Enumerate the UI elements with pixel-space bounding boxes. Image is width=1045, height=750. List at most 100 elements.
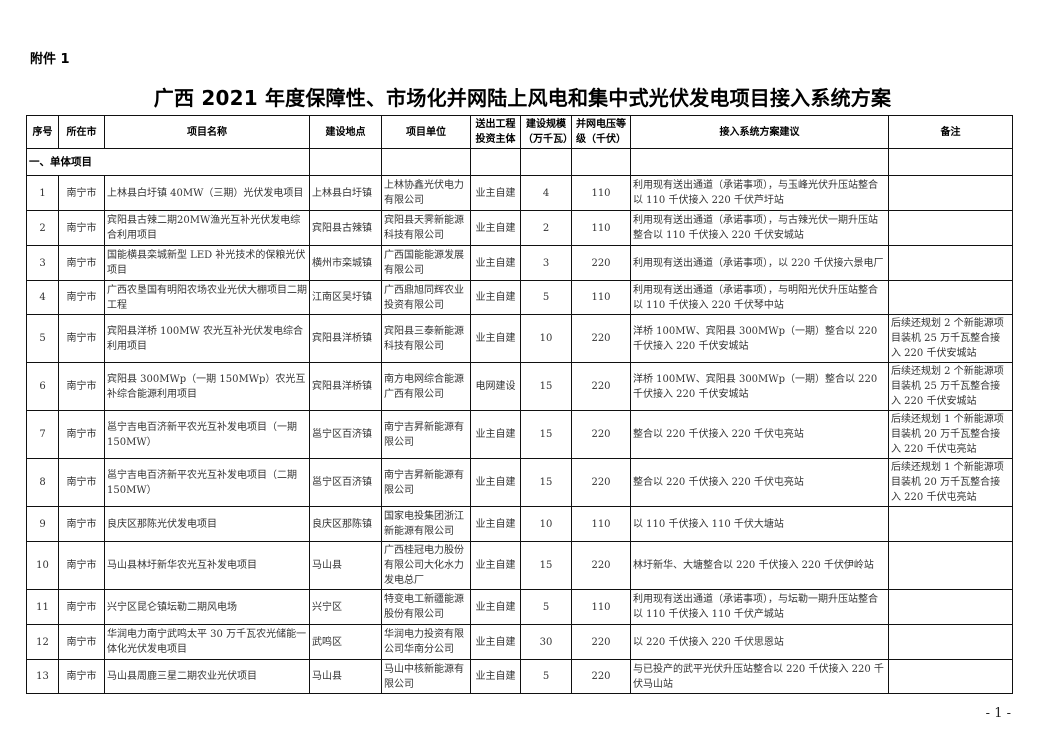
- cell-voltage: 220: [571, 659, 631, 694]
- table-row: 1 南宁市 上林县白圩镇 40MW（三期）光伏发电项目 上林县白圩镇 上林协鑫光伏电力有…: [26, 175, 1013, 211]
- cell-voltage: 220: [571, 362, 631, 411]
- cell-investor: 业主自建: [470, 589, 521, 625]
- cell-city: 南宁市: [58, 458, 105, 507]
- cell-name: 马山县林圩新华农光互补发电项目: [104, 541, 310, 590]
- cell-site: 邕宁区百济镇: [309, 410, 382, 459]
- cell-name: 马山县周鹿三星二期农业光伏项目: [104, 659, 310, 694]
- cell-investor: 业主自建: [470, 175, 521, 211]
- cell-scheme: 利用现有送出通道（承诺事项），与古辣光伏一期升压站整合以 110 千伏接入 22…: [630, 210, 889, 246]
- cell-voltage: 220: [571, 624, 631, 660]
- cell-name: 华润电力南宁武鸣太平 30 万千瓦农光储能一体化光伏发电项目: [104, 624, 310, 660]
- table-row: 2 南宁市 宾阳县古辣二期20MW渔光互补光伏发电综合利用项目 宾阳县古辣镇 宾阳县天霁…: [26, 210, 1013, 246]
- cell-unit: 广西国能能源发展有限公司: [381, 245, 471, 281]
- cell-unit: 南宁吉昇新能源有限公司: [381, 410, 471, 459]
- cell-note: 后续还规划 2 个新能源项目装机 25 万千瓦整合接入 220 千伏安城站: [888, 314, 1013, 363]
- cell-unit: 南宁吉昇新能源有限公司: [381, 458, 471, 507]
- cell-investor: 业主自建: [470, 624, 521, 660]
- cell-scale: 15: [520, 458, 572, 507]
- cell-unit: 宾阳县三泰新能源科技有限公司: [381, 314, 471, 363]
- cell-note: [888, 541, 1013, 590]
- cell-no: 4: [26, 280, 59, 315]
- cell-name: 兴宁区昆仑镇坛勒二期风电场: [104, 589, 310, 625]
- header-col-city: 所在市: [58, 115, 105, 149]
- cell-scale: 10: [520, 506, 572, 542]
- cell-scale: 30: [520, 624, 572, 660]
- cell-investor: 电网建设: [470, 362, 521, 411]
- cell-city: 南宁市: [58, 210, 105, 246]
- table-row: 5 南宁市 宾阳县洋桥 100MW 农光互补光伏发电综合利用项目 宾阳县洋桥镇 宾阳县三…: [26, 314, 1013, 363]
- cell-voltage: 220: [571, 458, 631, 507]
- cell-no: 7: [26, 410, 59, 459]
- cell-scheme: 整合以 220 千伏接入 220 千伏屯亮站: [630, 410, 889, 459]
- table-row: 3 南宁市 国能横县栾城新型 LED 补光技术的保粮光伏项目 横州市栾城镇 广西国能能源…: [26, 245, 1013, 281]
- cell-scheme: 洋桥 100MW、宾阳县 300MWp（一期）整合以 220 千伏接入 220 …: [630, 314, 889, 363]
- cell-voltage: 110: [571, 210, 631, 246]
- cell-scheme: 与已投产的武平光伏升压站整合以 220 千伏接入 220 千伏马山站: [630, 659, 889, 694]
- cell-voltage: 110: [571, 280, 631, 315]
- cell-note: [888, 280, 1013, 315]
- table-row: 11 南宁市 兴宁区昆仑镇坛勒二期风电场 兴宁区 特变电工新疆能源股份有限公司 业主自建 5…: [26, 589, 1013, 625]
- cell-unit: 华润电力投资有限公司华南分公司: [381, 624, 471, 660]
- cell-unit: 宾阳县天霁新能源科技有限公司: [381, 210, 471, 246]
- cell-no: 2: [26, 210, 59, 246]
- cell-city: 南宁市: [58, 589, 105, 625]
- cell-scale: 5: [520, 659, 572, 694]
- cell-name: 宾阳县 300MWp（一期 150MWp）农光互补综合能源利用项目: [104, 362, 310, 411]
- cell-site: 良庆区那陈镇: [309, 506, 382, 542]
- projects-table: 序号 所在市 项目名称 建设地点 项目单位 送出工程投资主体 建设规模（万千瓦） 并网电压等级…: [26, 115, 1013, 694]
- cell-investor: 业主自建: [470, 458, 521, 507]
- cell-city: 南宁市: [58, 362, 105, 411]
- cell-note: 后续还规划 2 个新能源项目装机 25 万千瓦整合接入 220 千伏安城站: [888, 362, 1013, 411]
- cell-name: 上林县白圩镇 40MW（三期）光伏发电项目: [104, 175, 310, 211]
- cell-voltage: 220: [571, 410, 631, 459]
- cell-scale: 10: [520, 314, 572, 363]
- cell-note: [888, 506, 1013, 542]
- cell-investor: 业主自建: [470, 280, 521, 315]
- cell-scale: 2: [520, 210, 572, 246]
- cell-no: 1: [26, 175, 59, 211]
- cell-city: 南宁市: [58, 280, 105, 315]
- table-row: 4 南宁市 广西农垦国有明阳农场农业光伏大棚项目二期工程 江南区吴圩镇 广西鼎旭同辉农业…: [26, 280, 1013, 315]
- cell-no: 8: [26, 458, 59, 507]
- cell-scale: 15: [520, 362, 572, 411]
- cell-no: 13: [26, 659, 59, 694]
- table-row: 6 南宁市 宾阳县 300MWp（一期 150MWp）农光互补综合能源利用项目 宾阳县…: [26, 362, 1013, 411]
- attachment-label: 附件 1: [30, 52, 70, 67]
- table-row: 7 南宁市 邕宁吉电百济新平农光互补发电项目（一期 150MW） 邕宁区百济镇 南宁吉昇…: [26, 410, 1013, 459]
- cell-site: 上林县白圩镇: [309, 175, 382, 211]
- cell-unit: 南方电网综合能源广西有限公司: [381, 362, 471, 411]
- cell-scheme: 以 220 千伏接入 220 千伏思恩站: [630, 624, 889, 660]
- cell-scheme: 以 110 千伏接入 110 千伏大塘站: [630, 506, 889, 542]
- cell-scale: 5: [520, 280, 572, 315]
- cell-name: 宾阳县洋桥 100MW 农光互补光伏发电综合利用项目: [104, 314, 310, 363]
- cell-name: 宾阳县古辣二期20MW渔光互补光伏发电综合利用项目: [104, 210, 310, 246]
- cell-investor: 业主自建: [470, 659, 521, 694]
- header-col-unit: 项目单位: [381, 115, 471, 149]
- header-col-name: 项目名称: [104, 115, 310, 149]
- cell-unit: 广西桂冠电力股份有限公司大化水力发电总厂: [381, 541, 471, 590]
- cell-voltage: 110: [571, 506, 631, 542]
- cell-site: 兴宁区: [309, 589, 382, 625]
- cell-unit: 上林协鑫光伏电力有限公司: [381, 175, 471, 211]
- cell-no: 10: [26, 541, 59, 590]
- cell-city: 南宁市: [58, 659, 105, 694]
- table-row: 10 南宁市 马山县林圩新华农光互补发电项目 马山县 广西桂冠电力股份有限公司大化水力发…: [26, 541, 1013, 590]
- cell-site: 横州市栾城镇: [309, 245, 382, 281]
- cell-name: 邕宁吉电百济新平农光互补发电项目（二期 150MW）: [104, 458, 310, 507]
- table-row: 9 南宁市 良庆区那陈光伏发电项目 良庆区那陈镇 国家电投集团浙江新能源有限公司 业主自建…: [26, 506, 1013, 542]
- cell-note: [888, 624, 1013, 660]
- cell-no: 11: [26, 589, 59, 625]
- cell-investor: 业主自建: [470, 245, 521, 281]
- header-col-scale: 建设规模（万千瓦）: [520, 115, 572, 149]
- cell-site: 宾阳县古辣镇: [309, 210, 382, 246]
- cell-unit: 马山中核新能源有限公司: [381, 659, 471, 694]
- cell-voltage: 110: [571, 175, 631, 211]
- cell-investor: 业主自建: [470, 314, 521, 363]
- cell-scale: 15: [520, 541, 572, 590]
- cell-scale: 3: [520, 245, 572, 281]
- page-title: 广西 2021 年度保障性、市场化并网陆上风电和集中式光伏发电项目接入系统方案: [153, 86, 892, 110]
- cell-investor: 业主自建: [470, 506, 521, 542]
- cell-name: 邕宁吉电百济新平农光互补发电项目（一期 150MW）: [104, 410, 310, 459]
- cell-no: 3: [26, 245, 59, 281]
- cell-scheme: 洋桥 100MW、宾阳县 300MWp（一期）整合以 220 千伏接入 220 …: [630, 362, 889, 411]
